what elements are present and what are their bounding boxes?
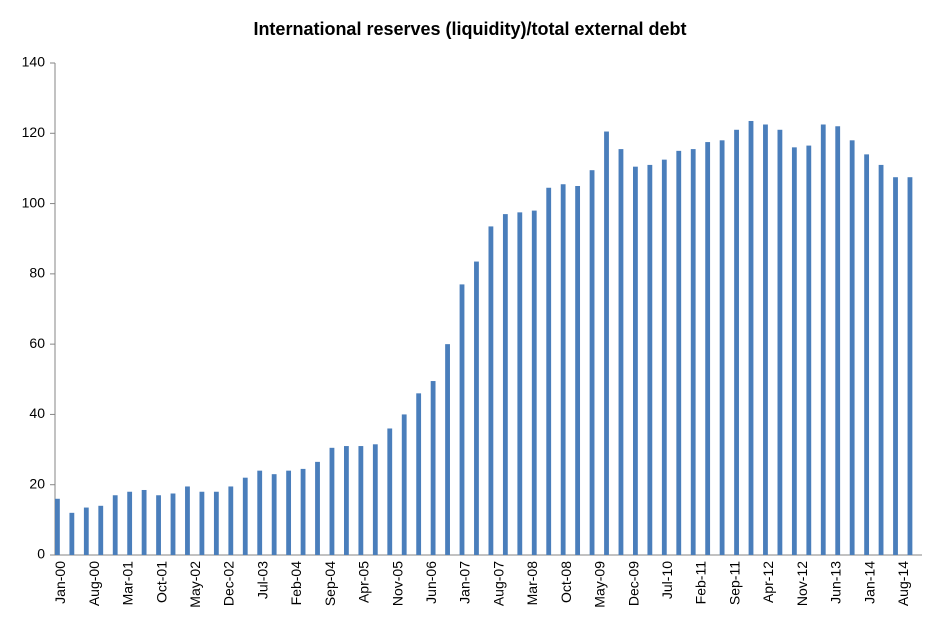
bar [55,498,60,555]
bar [878,164,884,555]
bar [734,129,739,555]
bar [127,491,133,555]
y-tick-label: 40 [29,405,45,421]
x-tick-label: Aug-14 [895,561,911,606]
bar [156,495,161,555]
bar [430,381,436,555]
bar [777,129,783,555]
x-tick-label: Jul-10 [659,561,675,599]
bar [820,124,826,555]
bar [705,142,711,556]
bar [502,214,508,555]
bar [531,210,537,555]
bar [907,177,913,555]
bar [344,446,349,555]
x-tick-label: Jan-14 [861,561,877,604]
bar [459,284,465,555]
bar [228,486,234,555]
y-tick-label: 80 [29,265,45,281]
bar [387,428,393,555]
x-tick-label: Apr-05 [356,561,372,603]
bar [661,159,667,555]
x-tick-label: Mar-01 [120,561,136,606]
bar [271,474,277,555]
bar [719,140,725,556]
bar [199,491,205,555]
bar [242,477,248,555]
bar [315,461,320,555]
bar [604,131,609,555]
y-tick-label: 120 [22,124,46,140]
bar [748,120,754,555]
bar [690,149,696,555]
y-tick-label: 60 [29,335,45,351]
x-tick-label: Jan-00 [52,561,68,604]
x-tick-label: Apr-12 [760,561,776,603]
x-tick-label: May-02 [187,561,203,608]
y-tick-label: 20 [29,475,45,491]
bar [676,150,682,555]
bar [633,166,638,555]
bar [488,226,494,555]
bar [329,447,335,555]
bar [185,486,190,555]
bar [83,507,89,555]
x-tick-label: Jul-03 [254,561,270,599]
bar [213,491,219,555]
x-tick-label: Sep-11 [726,561,742,605]
bar [589,170,595,555]
x-tick-label: Jun-13 [828,561,844,604]
bar [517,212,523,555]
bar [98,505,104,555]
x-tick-label: Aug-00 [86,561,102,606]
bar [416,393,422,555]
bar [358,446,364,555]
x-tick-label: Oct-08 [558,561,574,603]
x-tick-label: Oct-01 [153,561,169,603]
bar [849,140,855,556]
bar [618,149,624,555]
bar [835,126,841,555]
bar [112,495,118,555]
x-tick-label: May-09 [592,561,608,608]
y-tick-label: 0 [37,546,45,562]
bar [300,468,306,555]
bar [864,154,870,555]
bar [286,470,292,555]
y-tick-label: 100 [22,194,46,210]
x-tick-label: Feb-11 [693,561,709,605]
bar [257,470,263,555]
bar [372,444,378,555]
bar [445,344,450,555]
bar [546,187,552,555]
x-tick-label: Sep-04 [322,561,338,606]
bar [560,184,566,555]
x-tick-label: Feb-04 [288,561,304,606]
bar [806,145,812,556]
bar [893,177,898,555]
bar [474,261,479,555]
bar [401,414,407,555]
x-tick-label: Jun-06 [423,561,439,604]
bar [141,489,147,555]
bar [170,493,176,555]
x-tick-label: Jan-07 [457,561,473,604]
y-tick-label: 140 [22,54,46,70]
bar [763,124,768,555]
x-tick-label: Mar-08 [524,561,540,606]
x-tick-label: Dec-02 [221,561,237,606]
chart-title: International reserves (liquidity)/total… [253,19,686,39]
bar [647,164,653,555]
x-tick-label: Nov-12 [794,561,810,606]
bar [69,512,75,555]
bar [575,186,581,555]
bar [791,147,797,556]
x-tick-label: Dec-09 [625,561,641,606]
x-tick-label: Aug-07 [490,561,506,606]
x-tick-label: Nov-05 [389,561,405,606]
